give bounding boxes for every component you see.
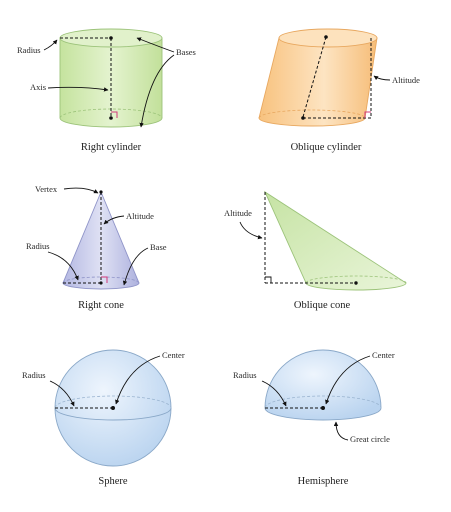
oblique-cylinder-caption: Oblique cylinder xyxy=(291,142,362,153)
hemisphere: Radius Center Great circle Hemisphere xyxy=(233,349,395,487)
hemisphere-label-radius: Radius xyxy=(233,370,257,380)
right-cone-label-vertex: Vertex xyxy=(35,184,58,194)
right-cylinder-radius-leader xyxy=(43,39,58,51)
right-cone-label-altitude: Altitude xyxy=(126,211,154,221)
oblique-cone-right-angle xyxy=(265,276,272,283)
right-cylinder-bases-leader-top xyxy=(136,37,175,53)
sphere-radius-leader xyxy=(49,380,75,407)
oblique-cone-caption: Oblique cone xyxy=(294,300,351,311)
oblique-cone-center-dot xyxy=(354,281,358,285)
oblique-cylinder-bottom-center xyxy=(301,116,305,120)
right-cylinder-bottom-hidden-edge xyxy=(59,108,163,119)
right-cylinder: Radius Axis Bases Right cylinder xyxy=(17,28,196,153)
sphere-center-dot xyxy=(111,406,115,410)
right-cone-label-radius: Radius xyxy=(26,241,50,251)
oblique-cone: Altitude Oblique cone xyxy=(224,190,407,311)
right-cylinder-label-bases: Bases xyxy=(176,47,196,57)
right-cylinder-top-center xyxy=(109,36,113,40)
right-cone-caption: Right cone xyxy=(78,300,124,311)
right-cone: Vertex Altitude Radius Base Right cone xyxy=(26,184,167,311)
sphere-great-circle-back xyxy=(54,395,172,409)
hemisphere-label-great-circle: Great circle xyxy=(350,434,390,444)
hemisphere-great-circle-back xyxy=(264,395,382,409)
hemisphere-center-dot xyxy=(321,406,325,410)
hemisphere-caption: Hemisphere xyxy=(298,476,349,487)
hemisphere-great-circle-leader xyxy=(333,421,349,441)
oblique-cylinder-body xyxy=(258,37,378,127)
sphere-great-circle-front xyxy=(54,407,172,421)
right-cone-radius-leader xyxy=(47,251,79,281)
oblique-cone-altitude-leader xyxy=(239,221,263,240)
oblique-cylinder: Altitude Oblique cylinder xyxy=(258,28,420,153)
right-cylinder-body xyxy=(59,37,163,128)
right-cylinder-label-axis: Axis xyxy=(30,82,46,92)
oblique-cylinder-top-center xyxy=(324,35,328,39)
right-cone-vertex-leader xyxy=(63,187,99,194)
right-cylinder-bases-leader-bottom xyxy=(139,54,175,128)
right-cylinder-axis-leader xyxy=(47,86,109,92)
hemisphere-label-center: Center xyxy=(372,350,395,360)
right-cylinder-right-angle xyxy=(111,111,118,118)
oblique-cylinder-label-altitude: Altitude xyxy=(392,75,420,85)
right-cylinder-label-radius: Radius xyxy=(17,45,41,55)
oblique-cone-base-hidden-edge xyxy=(305,275,407,284)
hemisphere-radius-leader xyxy=(261,380,287,407)
sphere: Radius Center Sphere xyxy=(22,349,185,487)
oblique-cylinder-altitude-leader xyxy=(373,75,391,81)
sphere-label-radius: Radius xyxy=(22,370,46,380)
oblique-cylinder-bottom-hidden-edge xyxy=(258,109,366,119)
sphere-label-center: Center xyxy=(162,350,185,360)
sphere-center-leader xyxy=(115,355,161,405)
right-cone-base-leader xyxy=(122,247,149,286)
oblique-cone-body xyxy=(263,190,407,291)
right-cone-center-dot xyxy=(99,281,103,285)
hemisphere-center-leader xyxy=(325,355,371,405)
oblique-cylinder-right-angle xyxy=(364,111,371,118)
oblique-cylinder-top-base xyxy=(278,28,378,48)
right-cone-body xyxy=(62,190,140,290)
right-cone-vertex-dot xyxy=(99,190,103,194)
right-cone-right-angle xyxy=(101,276,108,283)
right-cylinder-bottom-center xyxy=(109,116,113,120)
sphere-caption: Sphere xyxy=(98,476,127,487)
oblique-cone-label-altitude: Altitude xyxy=(224,208,252,218)
right-cone-altitude-leader xyxy=(103,215,125,225)
right-cylinder-caption: Right cylinder xyxy=(81,142,142,153)
right-cone-label-base: Base xyxy=(150,242,167,252)
oblique-cylinder-slant-axis xyxy=(302,36,327,118)
